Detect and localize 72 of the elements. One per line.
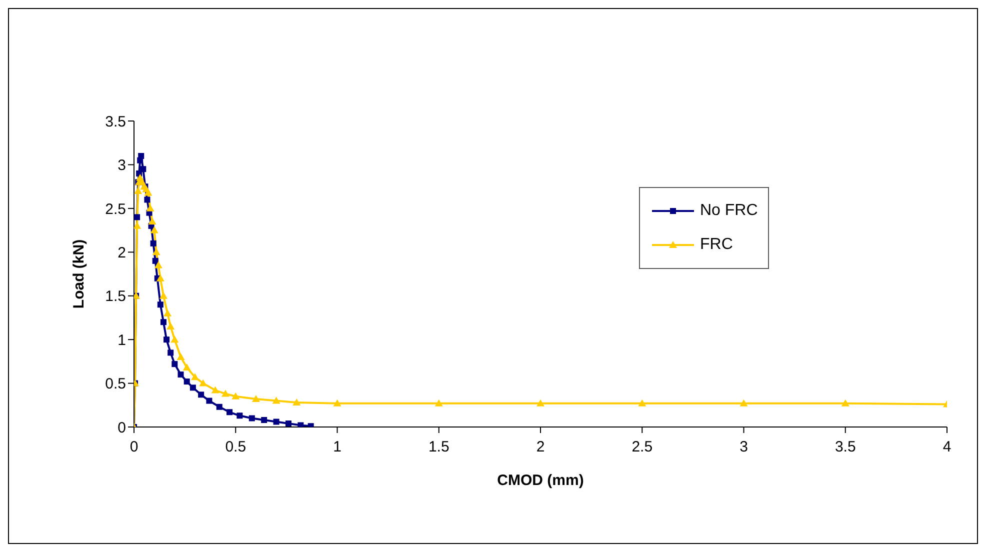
y-tick-label: 0 [118,419,126,436]
x-tick-label: 0 [130,438,138,456]
point [164,336,170,343]
legend-label: No FRC [700,202,758,220]
point [232,392,240,400]
point [150,240,156,246]
point [298,422,304,427]
y-tick-label: 3.5 [105,113,126,130]
x-axis-title: CMOD (mm) [497,472,584,489]
point [148,218,156,225]
point [134,214,140,220]
point [199,379,208,386]
point [144,188,152,196]
y-tick-label: 2 [118,244,126,262]
point [841,399,850,406]
point [206,398,212,404]
legend-label: FRC [700,236,733,254]
point [226,409,233,416]
x-tick-label: 1 [333,438,342,456]
y-tick-label: 1 [118,332,126,349]
point [273,418,280,425]
point [536,399,544,406]
point [164,309,172,316]
point [285,420,292,427]
point [333,399,342,406]
y-tick-label: 2.5 [105,200,126,218]
point [198,392,204,398]
point [150,226,158,234]
point [261,417,268,424]
y-axis-title: Load (kN) [70,239,88,309]
x-tick-label: 3.5 [834,438,856,456]
point [292,398,301,406]
x-tick-label: 2.5 [632,438,653,456]
point [252,395,260,402]
point [146,204,154,212]
x-tick-label: 4 [942,438,952,456]
x-tick-label: 0.5 [225,438,246,456]
point [140,166,146,172]
point [156,274,164,282]
point [190,373,199,380]
point [236,412,243,419]
point [211,386,220,394]
point [172,361,178,368]
point [144,196,150,203]
point [638,399,646,406]
x-tick-label: 3 [740,438,748,456]
point [190,384,196,391]
point [168,350,174,356]
point [138,152,144,159]
point [434,399,443,406]
point [184,378,190,385]
point [154,261,162,268]
point [178,372,184,378]
point [221,390,230,397]
x-tick-label: 1.5 [428,438,450,456]
point [248,415,255,422]
y-tick-label: 3 [118,157,126,174]
y-tick-label: 0.5 [105,376,126,393]
point [740,399,748,406]
point [182,364,191,371]
point [159,292,168,299]
point [152,248,160,256]
x-tick-label: 2 [536,438,545,456]
point [160,319,166,326]
point [272,396,280,404]
point [170,336,179,343]
point [157,302,164,308]
point [176,353,185,360]
point [152,258,158,264]
point [216,404,222,410]
y-tick-label: 1.5 [105,288,126,306]
point [166,322,175,330]
